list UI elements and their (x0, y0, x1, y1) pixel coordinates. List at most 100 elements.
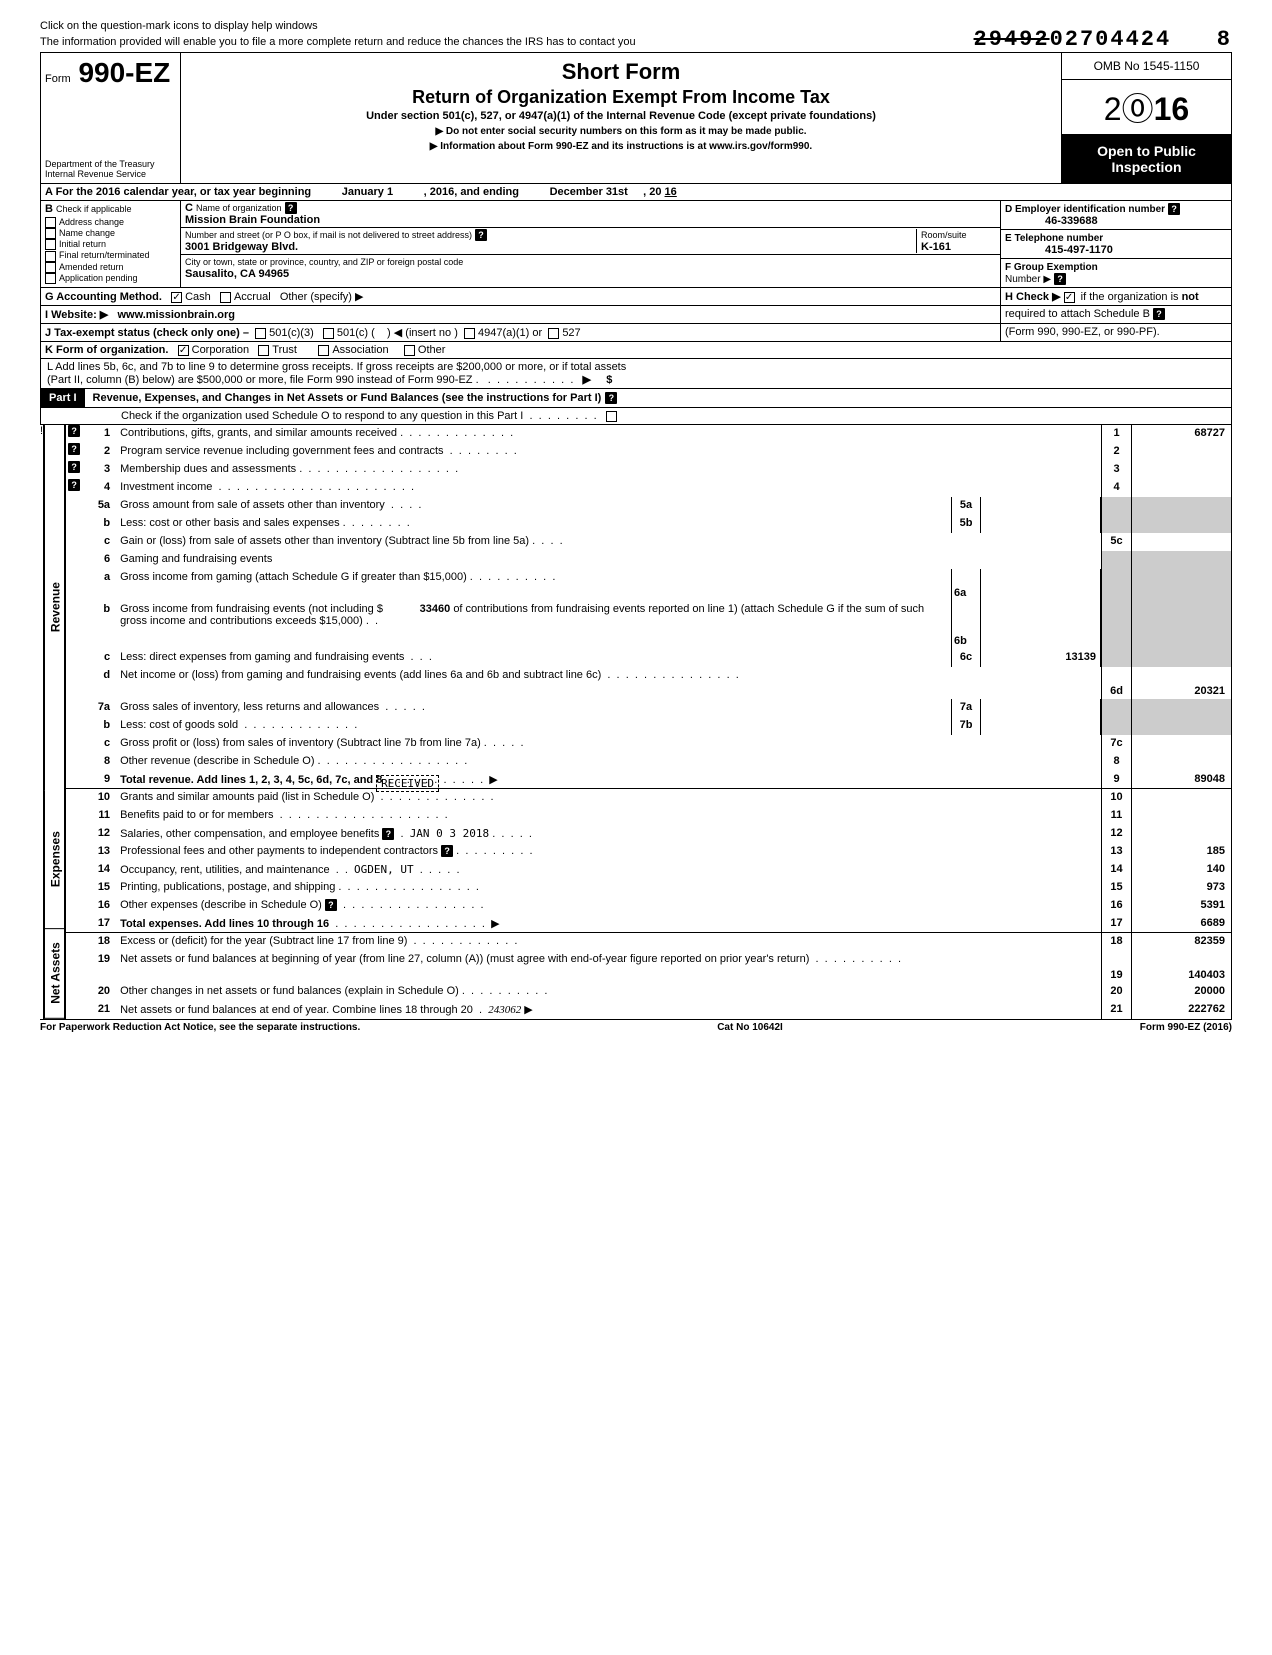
return-title: Return of Organization Exempt From Incom… (187, 87, 1055, 108)
subtitle: Under section 501(c), 527, or 4947(a)(1)… (187, 110, 1055, 122)
line-l-1: L Add lines 5b, 6c, and 7b to line 9 to … (47, 361, 1225, 373)
l-row: L Add lines 5b, 6c, and 7b to line 9 to … (40, 359, 1232, 389)
help-icon[interactable]: ? (441, 845, 453, 857)
form-number: Form 990-EZ (45, 57, 176, 89)
chk-trust[interactable] (258, 345, 269, 356)
help-icon[interactable]: ? (1153, 308, 1165, 320)
chk-amended[interactable] (45, 262, 56, 273)
line-7c-rv (1131, 735, 1231, 753)
website-value: www.missionbrain.org (117, 309, 235, 321)
chk-association[interactable] (318, 345, 329, 356)
help-icon[interactable]: ? (68, 443, 80, 455)
opt-501c: 501(c) ( (337, 327, 375, 339)
line-6a-mn: 6a (951, 569, 981, 601)
help-icon[interactable]: ? (325, 899, 337, 911)
line-3-rn: 3 (1101, 461, 1131, 479)
chk-accrual[interactable] (220, 292, 231, 303)
chk-pending[interactable] (45, 273, 56, 284)
help-icon[interactable]: ? (68, 425, 80, 437)
j-row: J Tax-exempt status (check only one) – 5… (40, 324, 1232, 342)
help-icon[interactable]: ? (68, 479, 80, 491)
chk-final-return[interactable] (45, 251, 56, 262)
line-13: 13 Professional fees and other payments … (65, 843, 1232, 861)
line-11-num: 11 (82, 807, 116, 825)
line-6b-num: b (82, 601, 116, 649)
line-2-rv (1131, 443, 1231, 461)
chk-schedule-b-not-required[interactable] (1064, 292, 1075, 303)
line-3-num: 3 (82, 461, 116, 479)
shaded-cell (1101, 649, 1131, 667)
line-18-text: Excess or (deficit) for the year (Subtra… (120, 935, 407, 947)
chk-schedule-o[interactable] (606, 411, 617, 422)
line-5b-mv (981, 515, 1101, 533)
line-17-arrow: ▶ (491, 918, 499, 930)
line-6: 6 Gaming and fundraising events (65, 551, 1232, 569)
line-j-label: J Tax-exempt status (check only one) – (45, 327, 249, 339)
chk-4947[interactable] (464, 328, 475, 339)
line-a: A For the 2016 calendar year, or tax yea… (40, 184, 1232, 201)
opt-initial: Initial return (59, 239, 106, 249)
line-18-rn: 18 (1101, 933, 1131, 951)
chk-initial-return[interactable] (45, 239, 56, 250)
help-icon[interactable]: ? (605, 392, 617, 404)
help-icon[interactable]: ? (1054, 273, 1066, 285)
opt-pending: Application pending (59, 273, 138, 283)
line-5c-text: Gain or (loss) from sale of assets other… (120, 535, 529, 547)
expenses-section-label: Expenses (44, 790, 66, 929)
chk-other-org[interactable] (404, 345, 415, 356)
line-5a-num: 5a (82, 497, 116, 515)
line-6c-text: Less: direct expenses from gaming and fu… (120, 651, 404, 663)
line-5c-rv (1131, 533, 1231, 551)
chk-name-change[interactable] (45, 228, 56, 239)
line-c-label: C (185, 202, 193, 214)
tax-year: 2⓪16 (1062, 80, 1231, 135)
opt-assoc: Association (332, 344, 388, 356)
line-4-text: Investment income (120, 481, 212, 493)
line-5a-mn: 5a (951, 497, 981, 515)
line-9-text: Total revenue. Add lines 1, 2, 3, 4, 5c,… (120, 774, 382, 786)
line-6b-amt: 33460 (420, 603, 451, 615)
city-value: Sausalito, CA 94965 (185, 268, 289, 280)
line-6-text: Gaming and fundraising events (120, 553, 272, 565)
part1-header: Part I Revenue, Expenses, and Changes in… (40, 389, 1232, 425)
line-19-rv: 140403 (1131, 951, 1231, 983)
open-text: Open to Public (1066, 143, 1227, 159)
help-icon[interactable]: ? (68, 461, 80, 473)
chk-501c[interactable] (323, 328, 334, 339)
line-7a: 7a Gross sales of inventory, less return… (65, 699, 1232, 717)
line-g-label: G Accounting Method. (45, 291, 162, 303)
chk-corporation[interactable] (178, 345, 189, 356)
line-6b-text1: Gross income from fundraising events (no… (120, 603, 383, 615)
line-7c-text: Gross profit or (loss) from sales of inv… (120, 737, 481, 749)
shaded-cell (1101, 497, 1131, 515)
line-3: ? 3 Membership dues and assessments . . … (65, 461, 1232, 479)
line-3-rv (1131, 461, 1231, 479)
chk-address-change[interactable] (45, 217, 56, 228)
line-11: 11 Benefits paid to or for members . . .… (65, 807, 1232, 825)
line-8-rn: 8 (1101, 753, 1131, 771)
help-icon[interactable]: ? (382, 828, 394, 840)
line-12-rv (1131, 825, 1231, 843)
document-stamp: 2949202704424 8 (974, 27, 1232, 52)
shaded-cell (1101, 569, 1131, 601)
line-a-20: , 20 (643, 186, 661, 198)
line-a-mid: , 2016, and ending (424, 186, 519, 198)
help-icon[interactable]: ? (1168, 203, 1180, 215)
line-b-label: B (45, 203, 53, 215)
chk-501c3[interactable] (255, 328, 266, 339)
line-17: 17 Total expenses. Add lines 10 through … (65, 915, 1232, 933)
line-18-num: 18 (82, 933, 116, 951)
open-public-badge: Open to Public Inspection (1062, 135, 1231, 183)
line-2-text: Program service revenue including govern… (120, 445, 443, 457)
help-icon[interactable]: ? (285, 202, 297, 214)
help-icon[interactable]: ? (475, 229, 487, 241)
line-5c-rn: 5c (1101, 533, 1131, 551)
line-14-rn: 14 (1101, 861, 1131, 879)
line-l-arrow: ▶ (583, 374, 591, 386)
netassets-section-label: Net Assets (44, 929, 66, 1019)
chk-cash[interactable] (171, 292, 182, 303)
line-6c-mv: 13139 (981, 649, 1101, 667)
shaded-cell (1131, 569, 1231, 601)
part1-label: Part I (41, 389, 85, 407)
chk-527[interactable] (548, 328, 559, 339)
